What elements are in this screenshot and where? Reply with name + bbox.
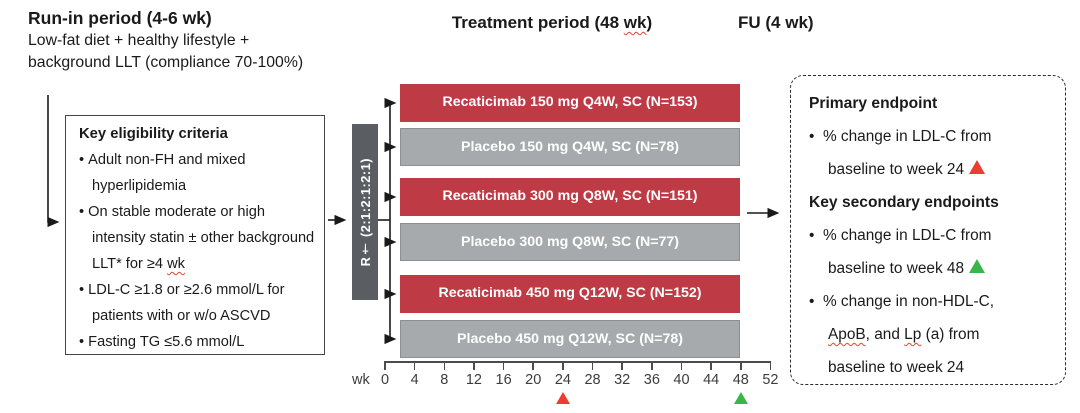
timeline-tick-label: 16 (495, 372, 512, 388)
treatment-arm-bar: Recaticimab 300 mg Q8W, SC (N=151) (400, 178, 740, 216)
timeline-tick-label: 40 (673, 372, 690, 388)
timeline-tick-line (769, 361, 772, 370)
secondary-endpoint-item: % change in LDL-C from baseline to week … (809, 219, 1021, 285)
secondary-endpoint-item: % change in non-HDL-C, ApoB, and Lp (a) … (809, 285, 1021, 384)
timeline-tick-line (651, 361, 653, 370)
red-triangle-icon (969, 160, 986, 174)
timeline-tick-line (591, 361, 594, 370)
timeline-tick-label: 36 (643, 372, 660, 388)
timeline-tick-line (740, 361, 742, 370)
placebo-arm-bar: Placebo 300 mg Q8W, SC (N=77) (400, 223, 740, 261)
timeline-tick-label: 12 (465, 372, 482, 388)
green-triangle-icon (969, 259, 986, 273)
timeline-tick-label: 52 (762, 372, 779, 388)
timeline-tick-line (562, 361, 564, 370)
timeline-tick-line (473, 361, 475, 370)
primary-endpoint-list: % change in LDL-C from baseline to week … (809, 120, 1021, 186)
eligibility-title: Key eligibility criteria (79, 126, 228, 142)
spellcheck-squiggle: Lp (904, 326, 922, 343)
eligibility-item: Adult non-FH and mixed hyperlipidemia (79, 147, 316, 199)
primary-endpoint-text: % change in LDL-C from baseline to week … (822, 128, 992, 178)
timeline-tick-label: 48 (732, 372, 749, 388)
follow-up-header: FU (4 wk) (738, 13, 814, 32)
timeline-tick-line (384, 361, 386, 370)
treatment-period-header: Treatment period (48 wk) (451, 13, 653, 32)
eligibility-item: On stable moderate or high intensity sta… (79, 199, 316, 277)
timeline-tick-label: 8 (440, 372, 449, 388)
secondary-endpoints-heading: Key secondary endpoints (809, 194, 999, 211)
spellcheck-squiggle: wk (167, 256, 185, 272)
timeline-tick-label: 32 (614, 372, 631, 388)
timeline-tick-label: 44 (703, 372, 720, 388)
timeline-tick-label: 20 (525, 372, 542, 388)
eligibility-box: Key eligibility criteria Adult non-FH an… (65, 115, 325, 355)
timeline-tick-label: 24 (554, 372, 571, 388)
randomization-label: R† (2:1:2:1:2:1) (357, 157, 373, 267)
secondary-endpoint-text: % change in LDL-C from baseline to week … (822, 227, 992, 277)
primary-endpoint-item: % change in LDL-C from baseline to week … (809, 120, 1021, 186)
timeline-tick-label: 28 (584, 372, 601, 388)
timeline-tick-line (532, 361, 535, 370)
endpoints-panel: Primary endpoint % change in LDL-C from … (790, 75, 1066, 385)
green-triangle-icon (733, 392, 748, 404)
timeline-tick-line (710, 361, 712, 370)
timeline-axis (385, 361, 771, 363)
timeline-tick-line (413, 361, 416, 370)
run-in-line2: background LLT (compliance 70-100%) (28, 54, 304, 71)
treatment-arm-bar: Recaticimab 150 mg Q4W, SC (N=153) (400, 84, 740, 122)
run-in-line1: Low-fat diet + healthy lifestyle + (28, 32, 250, 49)
run-in-title: Run-in period (4-6 wk) (28, 8, 212, 28)
placebo-arm-bar: Placebo 450 mg Q12W, SC (N=78) (400, 320, 740, 358)
secondary-endpoint-list: % change in LDL-C from baseline to week … (809, 219, 1021, 384)
timeline-tick-label: 4 (410, 372, 419, 388)
eligibility-item: Fasting TG ≤5.6 mmol/L (79, 329, 316, 355)
treatment-arm-bar: Recaticimab 450 mg Q12W, SC (N=152) (400, 275, 740, 313)
timeline-tick-line (502, 361, 505, 370)
spellcheck-squiggle: ApoB (828, 326, 866, 343)
timeline-tick-line (680, 361, 683, 370)
timeline-tick-line (621, 361, 623, 370)
timeline-tick-label: 0 (380, 372, 390, 388)
primary-endpoint-heading: Primary endpoint (809, 95, 938, 112)
red-triangle-icon (555, 392, 570, 404)
eligibility-list: Adult non-FH and mixed hyperlipidemia On… (79, 147, 316, 355)
spellcheck-squiggle: wk (623, 13, 647, 32)
timeline-tick-line (443, 361, 446, 370)
secondary-endpoint-text: % change in non-HDL-C, ApoB, and Lp (a) … (822, 293, 995, 376)
placebo-arm-bar: Placebo 150 mg Q4W, SC (N=78) (400, 128, 740, 166)
timeline-unit-label: wk (352, 372, 370, 388)
eligibility-item: LDL-C ≥1.8 or ≥2.6 mmol/L for patients w… (79, 277, 316, 329)
run-in-block: Run-in period (4-6 wk) Low-fat diet + he… (28, 6, 358, 74)
randomization-bar: R† (2:1:2:1:2:1) (352, 124, 378, 300)
